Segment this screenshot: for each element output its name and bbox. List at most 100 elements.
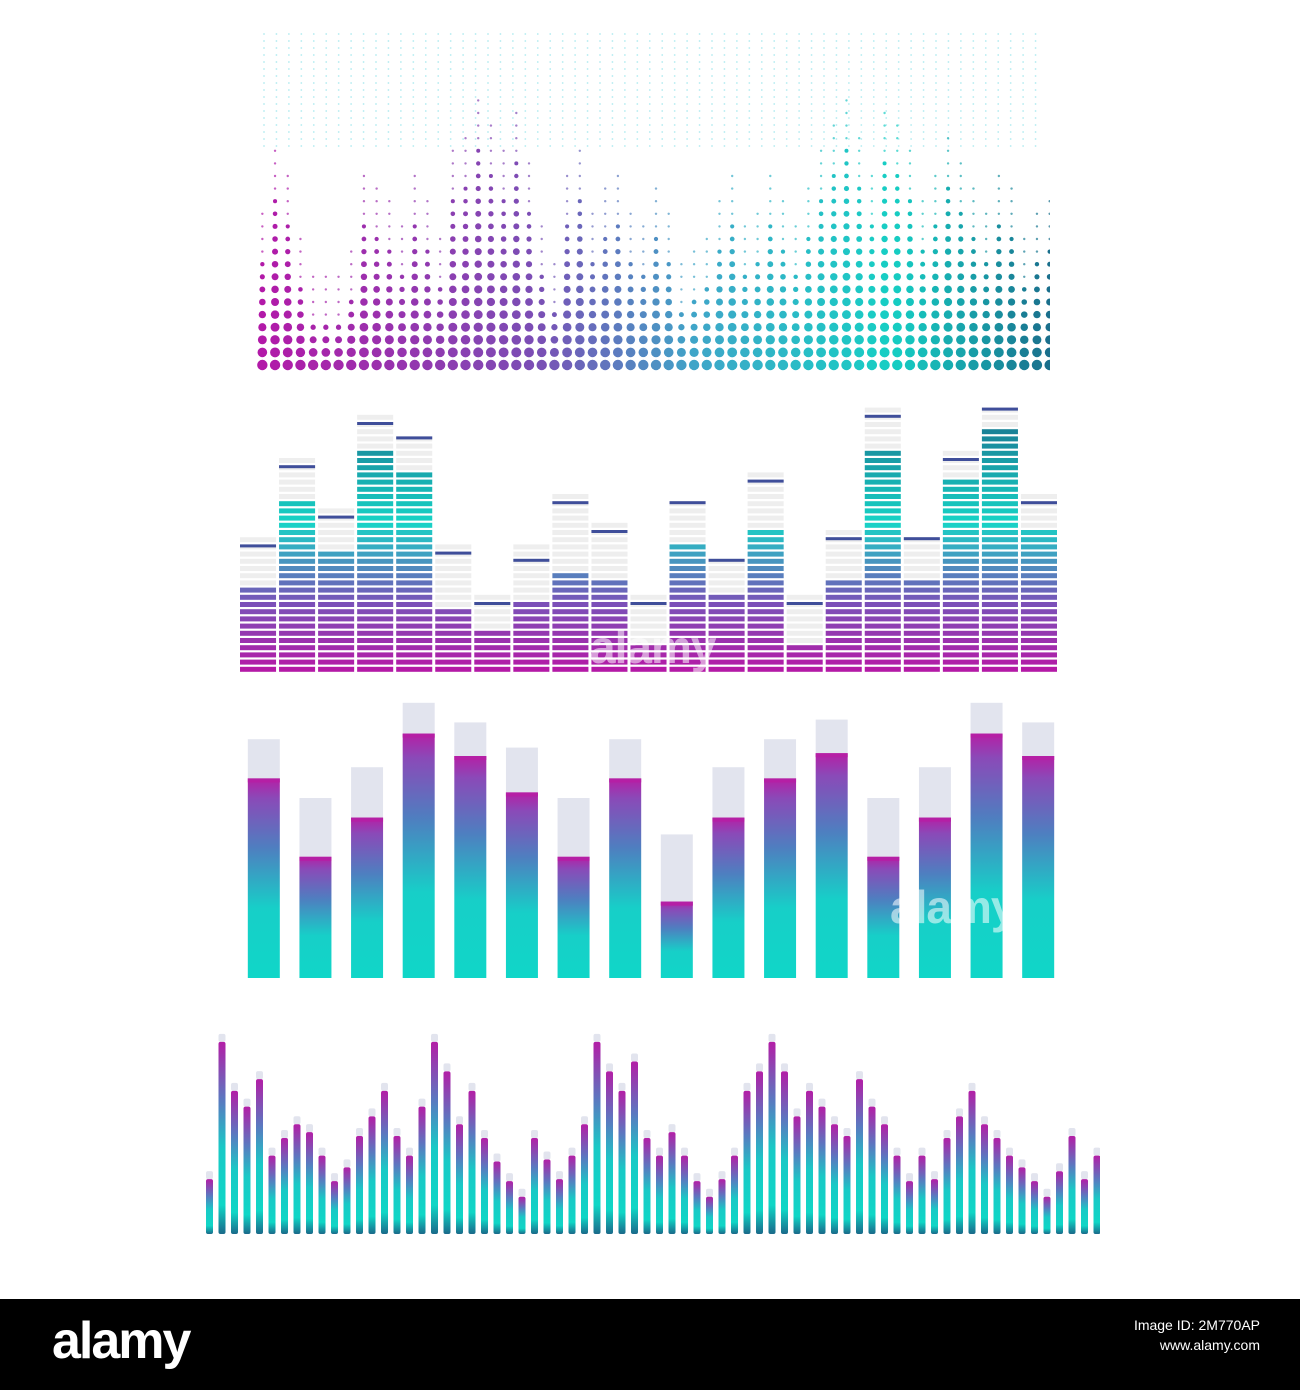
- grid-dot: [561, 89, 564, 91]
- thin-bar-cap: [206, 1171, 213, 1180]
- grid-dot: [636, 131, 639, 133]
- level-dot: [880, 260, 889, 268]
- grid-dot: [263, 138, 265, 140]
- level-segment: [396, 587, 433, 593]
- level-segment: [396, 494, 433, 499]
- level-dot: [853, 359, 865, 371]
- grid-dot: [885, 103, 888, 105]
- level-segment: [669, 630, 706, 636]
- footer-meta: Image ID: 2M770AP www.alamy.com: [1134, 1315, 1260, 1355]
- grid-dot: [847, 75, 850, 77]
- level-segment: [747, 551, 784, 557]
- level-dot: [270, 347, 281, 358]
- grid-dot: [375, 54, 377, 56]
- grid-dot: [760, 117, 763, 119]
- level-dot: [855, 273, 863, 281]
- grid-dot: [350, 47, 353, 49]
- level-segment: [747, 580, 784, 586]
- thin-bar: [1043, 1188, 1051, 1234]
- bar-cap: [454, 722, 487, 756]
- level-dot: [729, 248, 735, 255]
- grid-dot: [984, 124, 987, 126]
- level-segment: [357, 623, 394, 629]
- grid-dot: [773, 54, 776, 56]
- grid-dot: [823, 131, 825, 133]
- level-dot: [346, 359, 357, 371]
- level-dot: [272, 211, 278, 217]
- grid-dot: [623, 103, 626, 105]
- level-dot: [422, 335, 432, 345]
- level-segment: [396, 645, 433, 651]
- grid-dot: [561, 82, 564, 84]
- grid-dot: [599, 131, 601, 133]
- level-dot: [945, 236, 951, 242]
- grid-dot: [698, 68, 701, 70]
- level-dot: [943, 322, 953, 332]
- level-segment: [435, 623, 472, 629]
- level-dot: [931, 322, 940, 332]
- tail-dot: [502, 174, 505, 178]
- level-dot: [360, 298, 368, 306]
- grid-dot: [337, 110, 340, 112]
- grid-dot: [798, 40, 801, 42]
- level-dot: [829, 285, 838, 294]
- grid-dot: [698, 131, 701, 133]
- tail-dot: [857, 174, 861, 178]
- tail-dot: [857, 149, 861, 152]
- grid-dot: [424, 103, 427, 105]
- level-segment: [825, 580, 862, 586]
- grid-dot: [847, 61, 850, 63]
- grid-dot: [387, 75, 390, 77]
- peak-marker: [630, 602, 667, 605]
- grid-dot: [872, 110, 875, 112]
- tail-dot: [743, 263, 747, 266]
- level-dot: [575, 322, 585, 332]
- tail-dot: [654, 225, 658, 228]
- level-dot: [563, 273, 571, 281]
- level-segment: [981, 458, 1018, 463]
- level-segment: [903, 609, 940, 615]
- grid-dot: [263, 110, 265, 112]
- tail-dot: [388, 225, 391, 228]
- level-segment: [942, 486, 979, 492]
- level-dot: [475, 173, 481, 179]
- thin-bar-fill: [943, 1137, 951, 1234]
- level-dot: [476, 161, 481, 166]
- grid-dot: [623, 68, 626, 70]
- grid-dot: [474, 82, 477, 84]
- tail-dot: [489, 149, 493, 152]
- level-segment: [396, 472, 433, 478]
- level-segment: [864, 587, 901, 593]
- tail-dot: [680, 300, 683, 304]
- level-dot: [983, 274, 989, 280]
- level-dot: [640, 298, 647, 306]
- grid-dot: [375, 68, 377, 70]
- dot-column: [942, 137, 954, 371]
- grid-dot: [997, 103, 1000, 105]
- grid-dot: [350, 61, 353, 63]
- grid-dot: [847, 40, 850, 42]
- grid-dot: [910, 138, 913, 140]
- thin-bar: [368, 1108, 376, 1234]
- level-dot: [931, 310, 940, 319]
- level-segment: [240, 602, 277, 607]
- grid-dot: [263, 54, 265, 56]
- grid-dot: [1022, 68, 1025, 70]
- level-dot: [932, 273, 939, 281]
- grid-dot: [412, 124, 415, 126]
- level-dot: [905, 298, 914, 306]
- grid-dot: [997, 47, 1000, 49]
- tail-dot: [692, 263, 696, 266]
- grid-dot: [698, 54, 701, 56]
- ghost-segment: [552, 544, 589, 550]
- level-dot: [676, 359, 687, 371]
- level-dot: [626, 335, 636, 345]
- level-dot: [741, 298, 748, 306]
- level-dot: [831, 186, 837, 191]
- level-dot: [1008, 286, 1015, 293]
- grid-dot: [785, 89, 788, 91]
- tail-dot: [261, 212, 264, 215]
- level-dot: [892, 359, 903, 371]
- tail-dot: [883, 111, 886, 115]
- level-dot: [942, 359, 954, 371]
